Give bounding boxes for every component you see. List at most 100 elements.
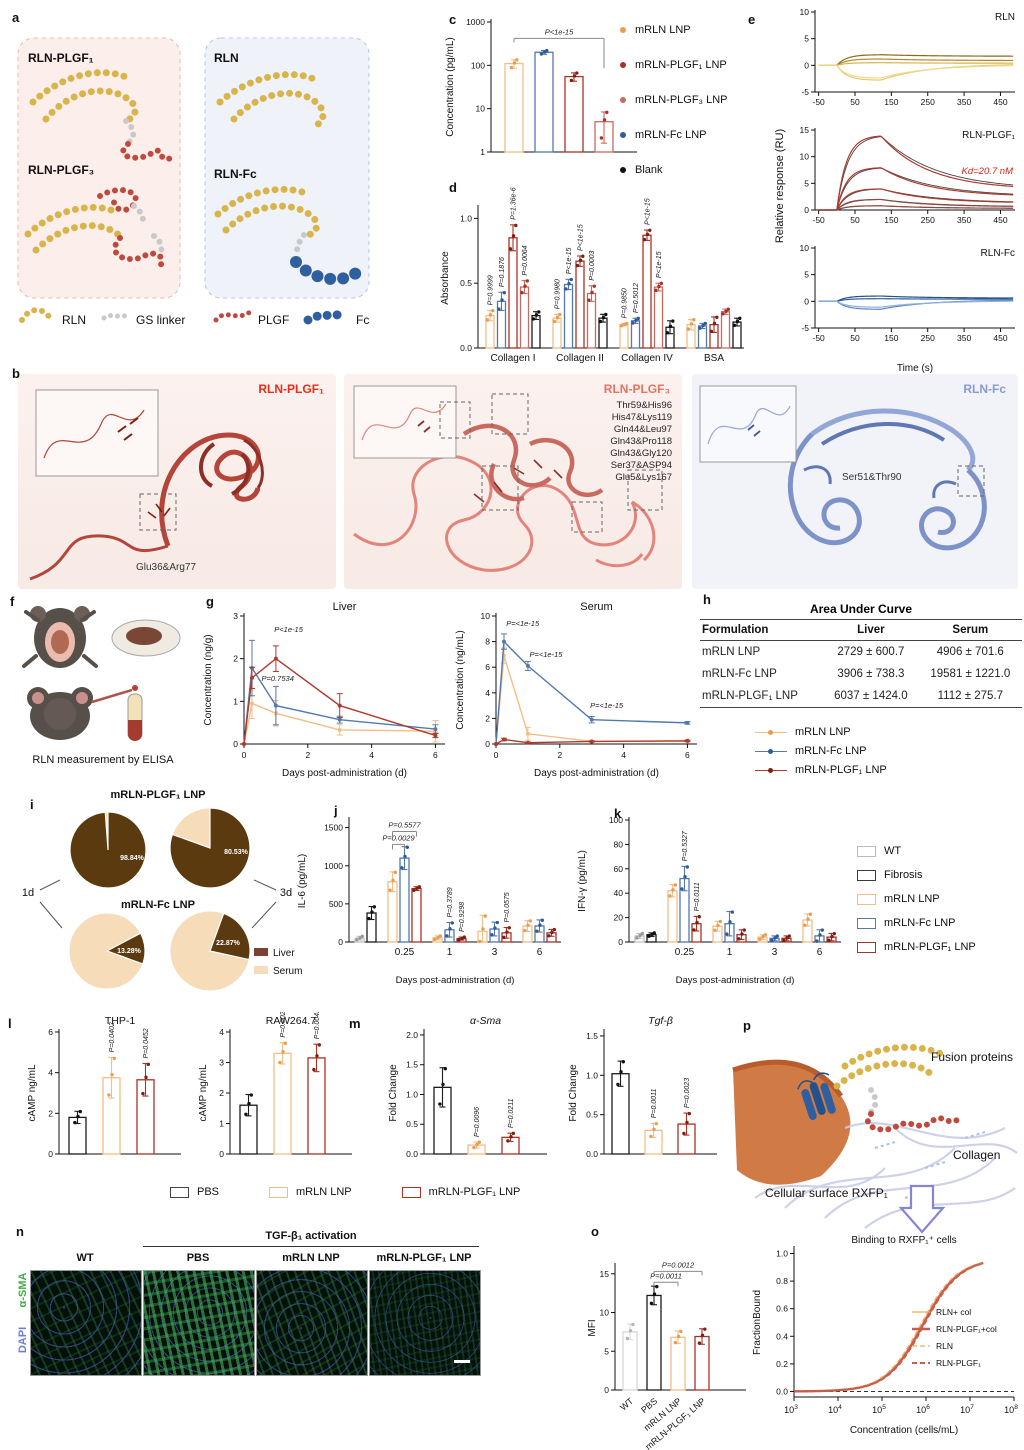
svg-text:P<1e-15: P<1e-15 [274, 625, 303, 634]
svg-text:0: 0 [804, 205, 809, 215]
construct-schematic: RLN-PLGF₁ RLN RLN-PLGF₃ RLN-Fc RLN GS li… [8, 6, 528, 340]
svg-text:10: 10 [476, 104, 486, 114]
svg-text:P=0.9980: P=0.9980 [555, 279, 562, 309]
line-swatch [755, 767, 787, 773]
residue-annotation: Ser51&Thr90 [842, 472, 902, 483]
svg-text:P<1e-15: P<1e-15 [566, 248, 573, 275]
immunoflu-panel: TGF-β₁ activation WT PBS mRLN LNP mRLN-P… [8, 1222, 528, 1402]
svg-text:2: 2 [485, 713, 490, 723]
elisa-caption: RLN measurement by ELISA [32, 754, 174, 766]
svg-text:0.6: 0.6 [776, 1304, 788, 1314]
structure-panel: RLN-PLGF₁ Glu36&Arg77 RLN-PLGF₃ Thr59&Hi… [8, 374, 1020, 596]
svg-text:P=<1e-15: P=<1e-15 [590, 701, 624, 710]
svg-text:IL-6 (pg/mL): IL-6 (pg/mL) [297, 854, 308, 908]
dot-swatch [620, 132, 626, 138]
svg-text:Kd=20.7 nM: Kd=20.7 nM [962, 166, 1014, 177]
svg-text:cAMP ng/mL: cAMP ng/mL [27, 1064, 38, 1121]
structure-title: RLN-PLGF₁ [258, 382, 324, 396]
svg-text:250: 250 [921, 333, 935, 343]
svg-text:6: 6 [537, 947, 543, 958]
svg-text:10: 10 [600, 1308, 610, 1318]
legend-item: mRLN-Fc LNP [755, 745, 887, 757]
svg-text:0: 0 [604, 1385, 609, 1395]
panel-letter-f: f [10, 594, 15, 609]
panel-letter-h: h [703, 592, 711, 607]
svg-text:RLN-Fc: RLN-Fc [981, 248, 1015, 259]
svg-text:6: 6 [48, 1027, 53, 1037]
camp-raw-chart: 0 1 2 3 4 cAMP ng/mL RAW264.7 P=0.0027 P=0.0042 [196, 1012, 356, 1172]
legend-label: mRLN-Fc LNP [884, 917, 956, 929]
svg-text:BSA: BSA [704, 353, 724, 364]
svg-text:0.5: 0.5 [586, 1110, 598, 1120]
legend-rln-label: RLN [62, 313, 86, 327]
svg-text:6: 6 [817, 947, 823, 958]
ribbon-art-rln-fc [699, 385, 987, 551]
table-row: mRLN-PLGF₁ LNP 6037 ± 1424.0 1112 ± 275.… [700, 685, 1022, 708]
auc-col-header: Serum [918, 619, 1022, 641]
svg-text:60: 60 [614, 864, 624, 874]
legend-item: Fibrosis [857, 869, 976, 881]
auc-cell: mRLN-Fc LNP [702, 668, 777, 680]
svg-text:P=0.0027: P=0.0027 [280, 1012, 287, 1038]
svg-text:P=0.0012: P=0.0012 [662, 1260, 695, 1269]
panel-letter-n: n [16, 1224, 24, 1239]
legend-plgf-label: PLGF [258, 313, 289, 327]
svg-text:15: 15 [800, 125, 810, 135]
legend-panel-c: mRLN LNP mRLN-PLGF₁ LNP mRLN-PLGF₃ LNP m… [620, 24, 728, 176]
svg-text:1500: 1500 [324, 823, 343, 833]
svg-text:108: 108 [1004, 1404, 1018, 1415]
box-swatch [857, 941, 876, 953]
svg-text:10: 10 [800, 7, 810, 17]
box-swatch [269, 1186, 289, 1198]
micro-col-label: mRLN-PLGF₁ LNP [376, 1252, 472, 1264]
dot-swatch [620, 62, 626, 68]
chart-canvas: 0.0 0.5 1.0 Absorbance P=0.9999 P=0.1876 P=1.3… [440, 187, 744, 364]
svg-text:5: 5 [604, 1346, 609, 1356]
svg-text:2: 2 [233, 654, 238, 664]
svg-text:500: 500 [329, 899, 343, 909]
legend-item: WT [857, 845, 976, 857]
svg-text:Days post-administration (d): Days post-administration (d) [676, 975, 795, 986]
svg-text:P=0.0211: P=0.0211 [508, 1098, 515, 1128]
svg-text:FractionBound: FractionBound [752, 1290, 763, 1355]
structure-title: RLN-Fc [963, 382, 1006, 396]
svg-text:100: 100 [471, 60, 485, 70]
svg-text:0: 0 [804, 296, 809, 306]
legend-pk-lines: mRLN LNP mRLN-Fc LNP mRLN-PLGF₁ LNP [755, 726, 887, 776]
micro-col-label: WT [76, 1252, 94, 1264]
chart-canvas: 0.0 0.5 1.0 1.5 Fold Change Tgf-β P=0.0011 P=0.… [568, 1015, 717, 1159]
spr-sensorgram-charts: -5 0 5 10 -50 50 150 250 350 450 RLN 0 5 10 15 -50 50 150… [775, 2, 1023, 374]
header-rule [143, 1246, 479, 1247]
svg-text:P=0.0011: P=0.0011 [650, 1271, 682, 1280]
svg-text:Tgf-β: Tgf-β [648, 1015, 673, 1027]
micrograph-mrln-plgf1-lnp [369, 1270, 481, 1376]
auc-cell: mRLN LNP [702, 646, 761, 658]
svg-text:1: 1 [219, 1119, 224, 1129]
svg-text:10: 10 [800, 152, 810, 162]
construct-label-rln-plgf3: RLN-PLGF₃ [28, 163, 94, 177]
svg-text:50: 50 [850, 215, 860, 225]
legend-item: Blank [620, 164, 728, 176]
svg-text:1.5: 1.5 [406, 1060, 418, 1070]
construct-label-rln-plgf1: RLN-PLGF₁ [28, 51, 94, 65]
legend-label: mRLN-Fc LNP [635, 129, 707, 141]
svg-text:104: 104 [828, 1404, 842, 1415]
svg-text:P=0.0023: P=0.0023 [684, 1078, 691, 1108]
svg-text:8: 8 [485, 637, 490, 647]
svg-text:Collagen II: Collagen II [556, 353, 604, 364]
svg-text:4: 4 [48, 1068, 53, 1078]
svg-text:1.0: 1.0 [406, 1089, 418, 1099]
auc-cell: 3906 ± 738.3 [837, 668, 905, 680]
svg-text:40: 40 [614, 888, 624, 898]
svg-text:10: 10 [481, 611, 491, 621]
svg-text:0.25: 0.25 [675, 947, 695, 958]
svg-text:P=0.0003: P=0.0003 [589, 251, 596, 281]
svg-text:P=0.0575: P=0.0575 [504, 892, 511, 922]
panel-letter-i: i [30, 797, 34, 812]
dapi-row-label: DAPI [17, 1326, 29, 1354]
chart-canvas: 0.0 0.2 0.4 0.6 0.8 1.0 103 104 105 106 107 108 Conc… [752, 1235, 1018, 1436]
svg-text:Concentration (cells/mL): Concentration (cells/mL) [850, 1425, 958, 1436]
legend-item: mRLN-PLGF₃ LNP [620, 94, 728, 106]
residue-annotation: Ser37&ASP94 [610, 460, 672, 471]
svg-text:0: 0 [48, 1149, 53, 1159]
